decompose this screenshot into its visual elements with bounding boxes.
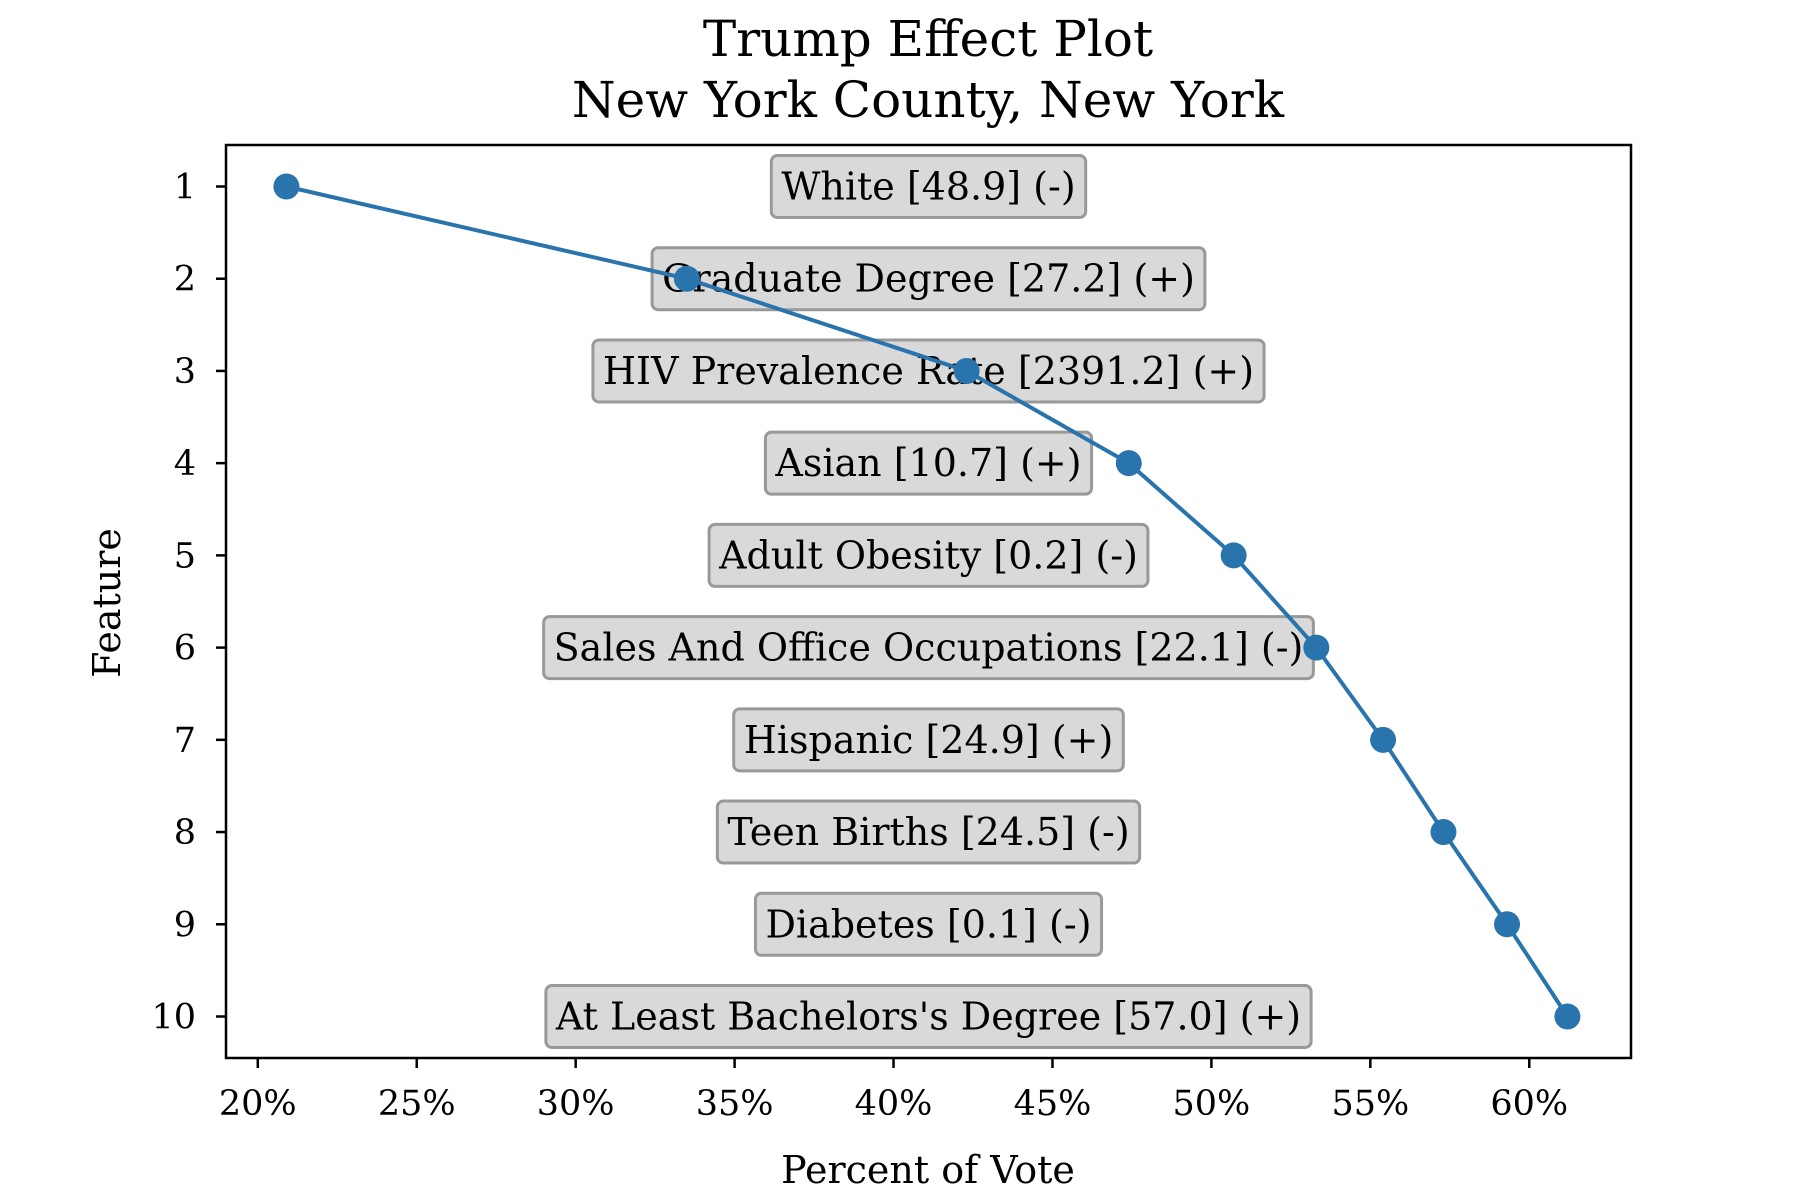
data-point <box>1494 911 1521 938</box>
y-tick-label: 10 <box>151 998 196 1038</box>
feature-label-box: White [48.9] (-) <box>769 154 1088 219</box>
x-tick-label: 25% <box>378 1084 456 1124</box>
data-point <box>1370 726 1397 753</box>
label-box-background <box>763 430 1094 496</box>
label-box-background <box>591 338 1266 404</box>
feature-label-box: Graduate Degree [27.2] (+) <box>650 246 1207 312</box>
x-tick-label: 50% <box>1173 1084 1251 1124</box>
x-tick-label: 55% <box>1331 1084 1409 1124</box>
feature-label-box: At Least Bachelors's Degree [57.0] (+) <box>544 984 1313 1049</box>
feature-label-box: Teen Births [24.5] (-) <box>715 799 1142 865</box>
data-point <box>1220 542 1247 569</box>
y-tick-label: 8 <box>174 813 196 853</box>
label-box-background <box>650 246 1207 312</box>
x-tick-label: 20% <box>219 1084 297 1124</box>
x-tick-label: 45% <box>1014 1084 1092 1124</box>
feature-label-text: Adult Obesity [0.2] (-) <box>718 533 1138 577</box>
label-box-background <box>715 799 1142 865</box>
data-point <box>273 173 300 200</box>
feature-label-text: Graduate Degree [27.2] (+) <box>662 257 1195 301</box>
x-tick-label: 35% <box>696 1084 774 1124</box>
feature-label-text: At Least Bachelors's Degree [57.0] (+) <box>555 995 1301 1039</box>
x-axis-label: Percent of Vote <box>781 1148 1075 1192</box>
feature-label-text: Teen Births [24.5] (-) <box>727 810 1129 854</box>
label-box-background <box>707 522 1150 588</box>
y-tick-label: 7 <box>174 721 196 761</box>
feature-label-box: Asian [10.7] (+) <box>763 430 1094 496</box>
series-line-group <box>273 173 1581 1030</box>
feature-label-text: Asian [10.7] (+) <box>774 441 1081 485</box>
y-tick-label: 9 <box>174 905 196 945</box>
chart-subtitle: New York County, New York <box>572 71 1285 129</box>
label-box-background <box>753 891 1104 957</box>
x-axis: 20% 25% 30% 35% 40% 45% 50% 55% 60% <box>219 1058 1568 1124</box>
y-tick-label: 5 <box>174 536 196 576</box>
feature-label-text: Diabetes [0.1] (-) <box>765 902 1091 946</box>
x-tick-label: 30% <box>537 1084 615 1124</box>
feature-label-text: White [48.9] (-) <box>781 165 1075 209</box>
chart-title: Trump Effect Plot <box>703 10 1153 68</box>
label-box-background <box>732 707 1125 773</box>
feature-label-text: Hispanic [24.9] (+) <box>744 718 1114 762</box>
label-box-background <box>544 984 1313 1049</box>
y-tick-label: 3 <box>174 352 196 392</box>
feature-label-box: Sales And Office Occupations [22.1] (-) <box>542 615 1315 681</box>
x-tick-label: 60% <box>1490 1084 1568 1124</box>
feature-label-box: Adult Obesity [0.2] (-) <box>707 522 1150 588</box>
feature-labels: White [48.9] (-) Graduate Degree [27.2] (… <box>542 154 1315 1049</box>
data-point <box>953 357 980 384</box>
label-box-background <box>769 154 1088 219</box>
data-point <box>1554 1003 1581 1030</box>
data-point <box>1430 819 1457 846</box>
y-tick-label: 2 <box>174 260 196 300</box>
plot-frame <box>224 143 1633 1060</box>
feature-label-box: Diabetes [0.1] (-) <box>753 891 1104 957</box>
feature-label-box: HIV Prevalence Rate [2391.2] (+) <box>591 338 1266 404</box>
data-point <box>673 265 700 292</box>
y-axis-label: Feature <box>85 528 129 678</box>
feature-label-text: Sales And Office Occupations [22.1] (-) <box>554 626 1304 670</box>
y-tick-label: 4 <box>174 444 196 484</box>
data-point <box>1115 450 1142 477</box>
y-tick-label: 1 <box>174 168 196 208</box>
series-line <box>285 184 1570 1018</box>
y-axis: 1 2 3 4 5 6 7 8 9 10 <box>151 168 226 1038</box>
x-tick-label: 40% <box>855 1084 933 1124</box>
feature-label-box: Hispanic [24.9] (+) <box>732 707 1125 773</box>
feature-label-text: HIV Prevalence Rate [2391.2] (+) <box>603 349 1254 393</box>
data-point <box>1303 634 1330 661</box>
y-tick-label: 6 <box>174 629 196 669</box>
